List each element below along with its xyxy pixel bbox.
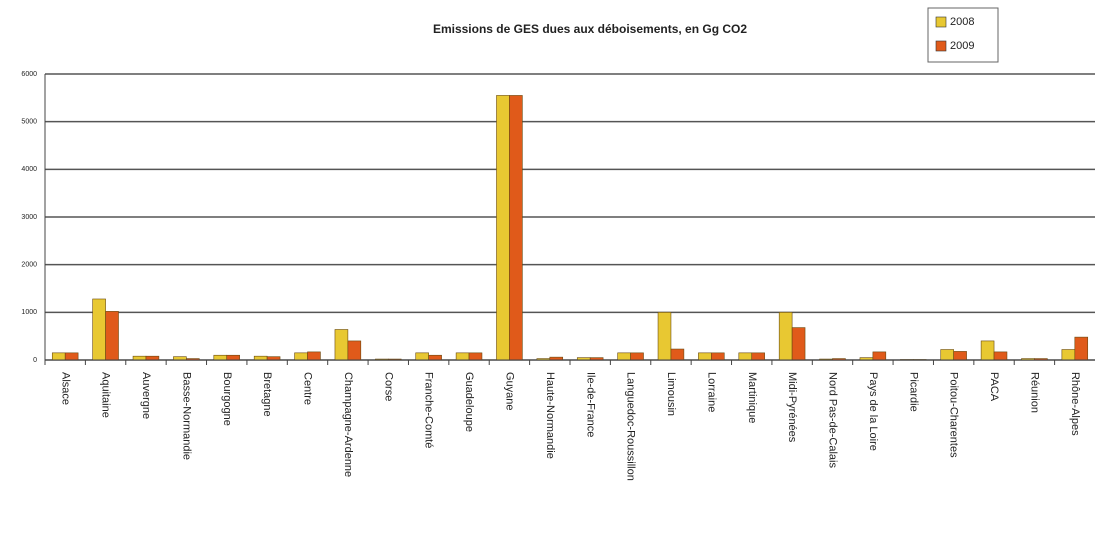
x-tick-label: Centre (302, 372, 314, 405)
bar (213, 354, 228, 361)
bar (711, 352, 725, 361)
x-tick-label: Réunion (1029, 372, 1041, 413)
bar (173, 356, 187, 361)
bar (334, 329, 349, 361)
bar (347, 340, 362, 361)
bar (751, 352, 765, 361)
bar (980, 340, 995, 361)
bar (993, 351, 1008, 361)
x-tick-label: Limousin (665, 372, 677, 416)
x-tick-label: Lorraine (705, 372, 717, 412)
x-tick-label: Aquitaine (100, 372, 112, 418)
chart-title: Emissions de GES dues aux déboisements, … (433, 22, 747, 36)
x-tick-label: Franche-Comté (423, 372, 435, 448)
x-tick-label: Champagne-Ardenne (342, 372, 354, 477)
x-tick-label: PACA (988, 372, 1000, 402)
x-tick-label: Haute-Normandie (544, 372, 556, 459)
y-tick-label: 6000 (21, 71, 37, 78)
bar (253, 355, 268, 361)
x-tick-label: Martinique (746, 372, 758, 423)
x-tick-label: Alsace (59, 372, 71, 405)
bar (698, 352, 712, 361)
y-tick-label: 4000 (21, 166, 37, 173)
x-tick-label: Corse (382, 372, 394, 401)
bar (428, 354, 442, 361)
bar (496, 95, 510, 361)
bar (1061, 349, 1076, 361)
bar (738, 352, 753, 361)
legend-swatch (935, 16, 947, 28)
legend-label: 2009 (950, 40, 974, 52)
y-tick-label: 0 (33, 357, 37, 364)
legend-label: 2008 (950, 16, 974, 28)
bar (415, 352, 429, 361)
bar (778, 312, 793, 361)
bar (132, 355, 147, 361)
y-tick-label: 5000 (21, 119, 37, 126)
x-tick-label: Bretagne (261, 372, 273, 417)
bar (872, 351, 887, 361)
bar (145, 355, 160, 361)
x-tick-label: Basse-Normandie (180, 372, 192, 460)
legend-swatch (935, 40, 947, 52)
x-tick-label: Midi-Pyrénées (786, 372, 798, 443)
y-tick-label: 3000 (21, 214, 37, 221)
x-tick-label: Auvergne (140, 372, 152, 419)
bar (266, 356, 281, 361)
bar (307, 351, 321, 361)
bar (468, 352, 483, 361)
bar (294, 352, 308, 361)
x-tick-label: Poitou-Charentes (948, 372, 960, 458)
bar (791, 327, 806, 361)
bar (617, 352, 631, 361)
bar (226, 354, 240, 361)
y-tick-label: 2000 (21, 262, 37, 269)
bar (670, 348, 685, 361)
bar (51, 352, 66, 361)
bar (455, 352, 470, 361)
x-tick-label: Languedoc-Roussillon (625, 372, 637, 481)
x-tick-label: Guadeloupe (463, 372, 475, 432)
x-tick-label: Ile-de-France (584, 372, 596, 437)
y-tick-label: 1000 (21, 309, 37, 316)
x-tick-label: Nord Pas-de-Calais (827, 372, 839, 468)
x-tick-label: Guyane (504, 372, 516, 411)
bar (92, 298, 106, 361)
bar (630, 352, 644, 361)
x-tick-label: Picardie (907, 372, 919, 412)
bar (509, 95, 523, 361)
bar (940, 349, 954, 361)
bar (657, 312, 672, 361)
x-tick-label: Pays de la Loire (867, 372, 879, 451)
bar (105, 311, 119, 361)
bar (64, 352, 79, 361)
bar (953, 351, 967, 361)
x-tick-label: Rhône-Alpes (1069, 372, 1081, 436)
bar (1074, 336, 1089, 361)
x-tick-label: Bourgogne (221, 372, 233, 426)
